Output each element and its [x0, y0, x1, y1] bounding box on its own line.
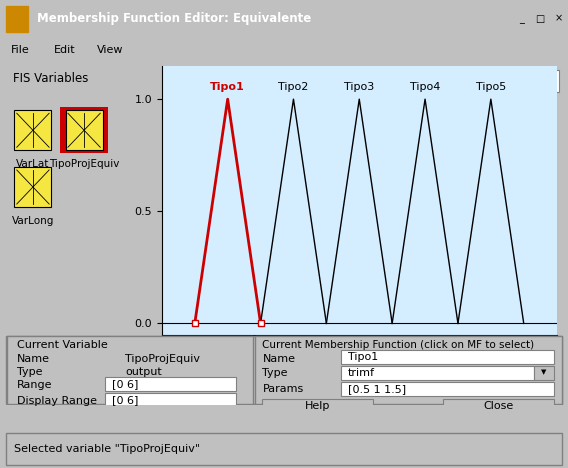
Text: Tipo4: Tipo4: [410, 82, 440, 93]
Bar: [66, 110, 102, 150]
Text: Params: Params: [262, 384, 304, 394]
Text: [0.5 1 1.5]: [0.5 1 1.5]: [348, 384, 406, 394]
Bar: [443, 399, 554, 412]
Bar: [15, 167, 52, 207]
Text: Membership function plots: Membership function plots: [244, 68, 392, 78]
Text: Tipo1: Tipo1: [210, 82, 245, 93]
Text: Tipo3: Tipo3: [344, 82, 374, 93]
Bar: [514, 4, 530, 34]
Text: Membership Function Editor: Equivalente: Membership Function Editor: Equivalente: [37, 12, 311, 25]
Bar: [262, 399, 373, 412]
Text: VarLong: VarLong: [12, 216, 54, 226]
Text: Range: Range: [17, 380, 52, 390]
Bar: [341, 350, 554, 364]
Text: Close: Close: [483, 401, 513, 410]
Text: trimf: trimf: [348, 367, 375, 378]
Text: TipoProjEquiv: TipoProjEquiv: [49, 160, 119, 169]
Text: Selected variable "TipoProjEquiv": Selected variable "TipoProjEquiv": [14, 444, 201, 454]
Bar: [60, 107, 108, 154]
Text: ▼: ▼: [541, 370, 546, 375]
Text: □: □: [536, 14, 545, 24]
Text: Name: Name: [262, 354, 295, 364]
Bar: [550, 4, 566, 34]
Text: VarLat: VarLat: [16, 160, 49, 169]
Bar: [105, 393, 236, 407]
Bar: [255, 336, 562, 404]
Text: Tipo2: Tipo2: [278, 82, 308, 93]
Text: plot points:: plot points:: [446, 68, 508, 78]
Text: Type: Type: [262, 368, 288, 378]
Text: output: output: [125, 367, 162, 377]
Bar: [341, 366, 534, 380]
Text: 181: 181: [523, 76, 545, 86]
Bar: [15, 110, 52, 150]
Text: Current Membership Function (click on MF to select): Current Membership Function (click on MF…: [262, 340, 534, 350]
Text: FIS Variables: FIS Variables: [14, 72, 89, 85]
X-axis label: output variable "TipoProjEquiv": output variable "TipoProjEquiv": [272, 360, 446, 370]
Bar: [508, 70, 559, 92]
Text: Name: Name: [17, 354, 50, 364]
Bar: [105, 377, 236, 391]
Text: View: View: [97, 45, 123, 55]
Bar: [532, 4, 548, 34]
Text: File: File: [11, 45, 30, 55]
Text: _: _: [520, 14, 524, 24]
Bar: [534, 366, 554, 380]
Bar: [6, 433, 562, 465]
Text: Display Range: Display Range: [17, 395, 97, 406]
Bar: [7, 336, 253, 404]
Text: Tipo5: Tipo5: [476, 82, 506, 93]
Bar: [341, 381, 554, 395]
Text: ×: ×: [554, 14, 562, 24]
Text: Type: Type: [17, 367, 43, 377]
Text: Help: Help: [305, 401, 330, 410]
Text: [0 6]: [0 6]: [112, 395, 138, 405]
Text: Current Variable: Current Variable: [17, 340, 108, 350]
Text: TipoProjEquiv: TipoProjEquiv: [125, 354, 200, 364]
Text: [0 6]: [0 6]: [112, 379, 138, 389]
Text: Tipo1: Tipo1: [348, 352, 378, 362]
Text: Edit: Edit: [54, 45, 76, 55]
Bar: [6, 6, 28, 32]
